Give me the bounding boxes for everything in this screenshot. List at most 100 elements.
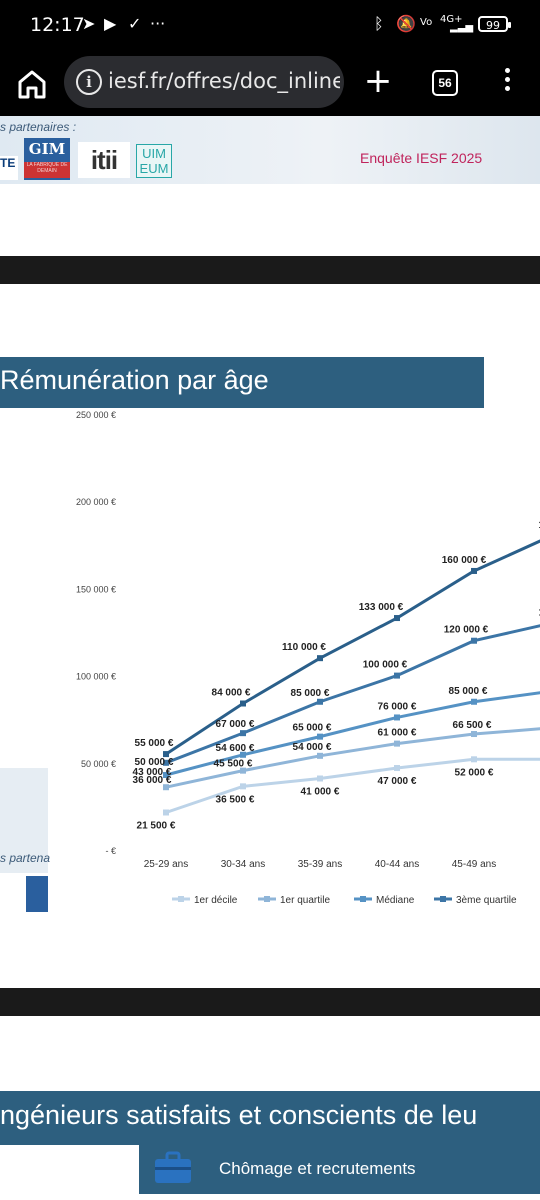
data-label: 54 000 € <box>293 742 332 753</box>
mute-icon: 🔕 <box>396 14 416 33</box>
signal-icon: ▂▃▅ <box>450 22 474 33</box>
series-point <box>394 765 400 772</box>
logo-te: TE <box>0 156 18 180</box>
data-label: 47 000 € <box>378 776 417 787</box>
browser-menu-button[interactable] <box>500 68 514 98</box>
series-line <box>165 757 540 814</box>
series-point <box>471 637 477 644</box>
address-bar[interactable]: i iesf.fr/offres/doc_inline_ <box>64 56 344 108</box>
data-label: 65 000 € <box>293 723 332 734</box>
y-tick-label: 250 000 € <box>76 410 116 420</box>
series-line <box>165 691 540 777</box>
logo-itii: itii <box>78 142 130 178</box>
bluetooth-icon: ᛒ <box>374 14 384 33</box>
data-label: 41 000 € <box>301 786 340 797</box>
series-point <box>394 740 400 747</box>
data-label: 36 500 € <box>216 794 255 805</box>
data-label: 85 000 € <box>291 688 330 699</box>
series-point <box>394 714 400 721</box>
data-label: 21 500 € <box>137 821 176 832</box>
legend-label: 1er quartile <box>280 895 330 906</box>
status-time: 12:17 <box>30 14 85 36</box>
url-text[interactable]: iesf.fr/offres/doc_inline_ <box>108 69 340 93</box>
new-tab-button[interactable]: + <box>363 61 393 101</box>
partner-label: s partenaires : <box>0 120 77 134</box>
series-point <box>471 756 477 763</box>
data-label: 130 0 <box>538 607 540 618</box>
x-tick-label: 35-39 ans <box>298 859 342 870</box>
series-point <box>163 759 169 766</box>
series-point <box>163 784 169 791</box>
legend-label: 1er décile <box>194 895 238 906</box>
x-tick-label: 30-34 ans <box>221 859 265 870</box>
section-divider-2 <box>0 988 540 1016</box>
x-axis: 25-29 ans 30-34 ans 35-39 ans 40-44 ans 45-4… <box>144 859 496 870</box>
background-slide-fragment <box>0 768 48 873</box>
legend-label: Médiane <box>376 895 415 906</box>
data-label: 67 000 € <box>216 719 255 730</box>
series-point <box>471 567 477 574</box>
browser-toolbar: i iesf.fr/offres/doc_inline_ + 56 <box>0 50 540 116</box>
chart-series <box>163 539 540 816</box>
data-label: 52 000 € <box>455 767 494 778</box>
series-point <box>163 751 169 758</box>
data-label: 76 000 € <box>378 701 417 712</box>
data-label: 110 000 € <box>282 642 326 653</box>
series-point <box>240 700 246 707</box>
section-title-bar: Rémunération par âge <box>0 357 484 408</box>
battery-icon: 99 <box>478 16 511 32</box>
data-label: 85 000 € <box>449 686 488 697</box>
data-label: 180 0 <box>538 520 540 531</box>
series-point <box>240 730 246 737</box>
data-label: 120 000 € <box>444 625 489 636</box>
x-tick-label: 40-44 ans <box>375 859 419 870</box>
remuneration-chart: s partena 250 000 € 200 000 € 150 000 € 100… <box>0 410 540 912</box>
home-icon[interactable] <box>14 66 50 102</box>
status-bar: 12:17 ➤ ▶ ✓ ··· ᛒ 🔕 Vo 4G+ ▂▃▅ 99 <box>0 0 540 50</box>
series-point <box>394 615 400 622</box>
card-footer <box>139 1194 540 1200</box>
series-point <box>163 809 169 816</box>
unemployment-card[interactable]: Chômage et recrutements <box>139 1145 540 1200</box>
logo-gim-subtext: LA FABRIQUE DE DEMAIN <box>24 162 70 178</box>
data-label: 50 000 € <box>135 757 174 768</box>
section-divider <box>0 256 540 284</box>
series-point <box>317 775 323 782</box>
data-label: 100 000 € <box>363 660 408 671</box>
bottom-section-title-bar: ngénieurs satisfaits et conscients de le… <box>0 1091 540 1145</box>
info-icon[interactable]: i <box>76 69 102 95</box>
legend-marker <box>178 896 184 902</box>
series-point <box>317 698 323 705</box>
data-label: 84 000 € <box>212 688 251 699</box>
y-tick-label: 100 000 € <box>76 672 116 682</box>
legend-marker <box>264 896 270 902</box>
more-notifications-icon: ··· <box>150 14 166 33</box>
x-tick-label: 25-29 ans <box>144 859 188 870</box>
series-point <box>240 767 246 774</box>
background-partner-text: s partena <box>0 851 50 865</box>
data-label: 55 000 € <box>135 738 174 749</box>
series-point <box>317 733 323 740</box>
data-label: 160 000 € <box>442 555 487 566</box>
network-label: 4G+ <box>440 14 463 25</box>
series-point <box>471 698 477 705</box>
series-point <box>317 752 323 759</box>
y-tick-label: 150 000 € <box>76 584 116 594</box>
section-title: Rémunération par âge <box>0 365 269 395</box>
tab-switcher-button[interactable]: 56 <box>432 70 458 96</box>
briefcase-icon <box>155 1151 191 1183</box>
series-point <box>471 731 477 738</box>
series-line <box>165 539 540 756</box>
data-label: 43 000 € <box>133 767 172 778</box>
y-tick-label: - € <box>105 846 116 856</box>
data-label: 66 500 € <box>453 720 492 731</box>
series-point <box>317 655 323 662</box>
y-tick-label: 200 000 € <box>76 497 116 507</box>
y-axis: 250 000 € 200 000 € 150 000 € 100 000 € 50 0… <box>76 410 116 856</box>
legend-marker <box>360 896 366 902</box>
check-circle-icon: ✓ <box>128 14 142 33</box>
y-tick-label: 50 000 € <box>81 759 116 769</box>
logo-uimm: UIM EUM <box>136 144 172 178</box>
legend-marker <box>440 896 446 902</box>
legend-label: 3ème quartile <box>456 895 517 906</box>
